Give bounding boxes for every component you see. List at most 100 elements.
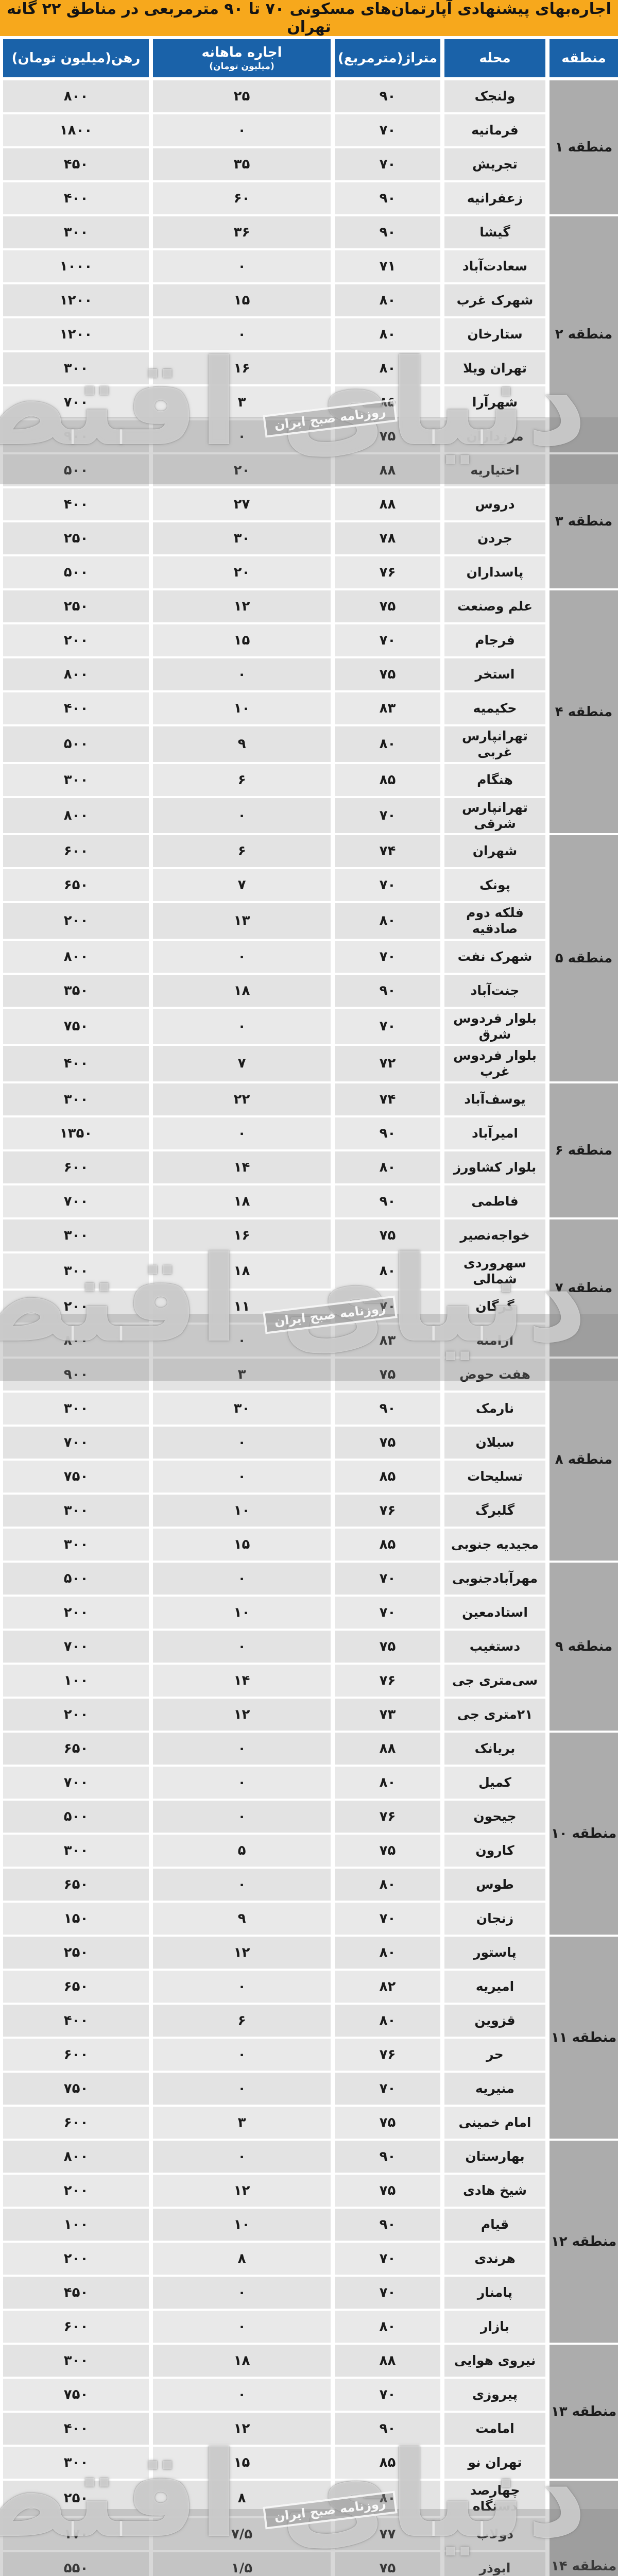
table-row: گرگان ۷۰ ۱۱ ۲۰۰ bbox=[0, 1291, 545, 1323]
neighborhood-cell: مهرآبادجنوبی bbox=[444, 1563, 545, 1595]
zone-group: منطقه ۵ شهران ۷۴ ۶ ۶۰۰ پونک ۷۰ ۷ ۶۵۰ فلکه دوم صاد… bbox=[0, 835, 618, 1081]
neighborhood-cell: منیریه bbox=[444, 2073, 545, 2105]
neighborhood-cell: سهروردی شمالی bbox=[444, 1253, 545, 1289]
table-row: بریانک ۸۸ ۰ ۶۵۰ bbox=[0, 1733, 545, 1765]
zone-group: منطقه ۳ اختیاریه ۸۸ ۲۰ ۵۰۰ دروس ۸۸ ۲۷ ۴۰۰ جردن ۷۸ ۳… bbox=[0, 454, 618, 588]
neighborhood-cell: امیریه bbox=[444, 1971, 545, 2003]
zone-cell: منطقه ۱۱ bbox=[550, 1937, 618, 2139]
deposit-cell: ۳۰۰ bbox=[3, 1393, 149, 1425]
neighborhood-cell: جردن bbox=[444, 522, 545, 554]
area-cell: ۷۰ bbox=[335, 1597, 440, 1629]
deposit-cell: ۲۵۰ bbox=[3, 522, 149, 554]
table-row: شهرک نفت ۷۰ ۰ ۸۰۰ bbox=[0, 940, 545, 973]
area-cell: ۷۵ bbox=[335, 1427, 440, 1459]
area-cell: ۷۰ bbox=[335, 1903, 440, 1935]
zone-group: منطقه ۱۲ بهارستان ۹۰ ۰ ۸۰۰ شیخ هادی ۷۵ ۱۲ ۲۰۰ قیا… bbox=[0, 2141, 618, 2343]
area-cell: ۸۰ bbox=[335, 2311, 440, 2343]
deposit-cell: ۳۰۰ bbox=[3, 216, 149, 248]
deposit-cell: ۷۰۰ bbox=[3, 1427, 149, 1459]
rent-cell: ۱۲ bbox=[153, 2175, 331, 2207]
zone-cell: منطقه ۲ bbox=[550, 216, 618, 452]
zone-label: منطقه ۱۲ bbox=[551, 2234, 617, 2249]
area-cell: ۷۰ bbox=[335, 869, 440, 901]
area-cell: ۹۰ bbox=[335, 182, 440, 214]
area-cell: ۷۳ bbox=[335, 1699, 440, 1731]
deposit-cell: ۵۰۰ bbox=[3, 1801, 149, 1833]
neighborhood-cell: امام خمینی bbox=[444, 2107, 545, 2139]
zone-label: منطقه ۴ bbox=[555, 704, 613, 720]
zone-label: منطقه ۵ bbox=[555, 950, 613, 966]
rent-cell: ۸ bbox=[153, 2243, 331, 2275]
rent-cell: ۵ bbox=[153, 1835, 331, 1867]
rent-cell: ۲۰ bbox=[153, 454, 331, 486]
deposit-cell: ۳۰۰ bbox=[3, 1219, 149, 1251]
deposit-cell: ۲۵۰ bbox=[3, 1937, 149, 1969]
neighborhood-cell: حر bbox=[444, 2039, 545, 2071]
zone-cell: منطقه ۷ bbox=[550, 1219, 618, 1357]
area-cell: ۹۰ bbox=[335, 2141, 440, 2173]
zone-cell: منطقه ۸ bbox=[550, 1359, 618, 1561]
deposit-cell: ۹۰۰ bbox=[3, 1359, 149, 1391]
header-area: متراژ(مترمربع) bbox=[335, 39, 440, 77]
zone-label: منطقه ۸ bbox=[555, 1452, 613, 1467]
rent-cell: ۳ bbox=[153, 2107, 331, 2139]
neighborhood-cell: شهرک نفت bbox=[444, 940, 545, 973]
neighborhood-cell: فلکه دوم صادقیه bbox=[444, 903, 545, 939]
table-row: فلکه دوم صادقیه ۸۰ ۱۳ ۲۰۰ bbox=[0, 903, 545, 939]
neighborhood-cell: جیحون bbox=[444, 1801, 545, 1833]
area-cell: ۷۰ bbox=[335, 114, 440, 146]
area-cell: ۸۵ bbox=[335, 1529, 440, 1561]
rent-cell: ۰ bbox=[153, 1733, 331, 1765]
neighborhood-cell: سی‌متری جی bbox=[444, 1665, 545, 1697]
neighborhood-cell: قیام bbox=[444, 2209, 545, 2241]
zone-group: منطقه ۱ ولنجک ۹۰ ۲۵ ۸۰۰ فرمانیه ۷۰ ۰ ۱۸۰۰ تجریش ۷۰… bbox=[0, 80, 618, 214]
rent-cell: ۱۵ bbox=[153, 2447, 331, 2479]
table-body: منطقه ۱ ولنجک ۹۰ ۲۵ ۸۰۰ فرمانیه ۷۰ ۰ ۱۸۰۰ تجریش ۷۰… bbox=[0, 80, 618, 2576]
zone-group: منطقه ۸ هفت حوض ۷۵ ۳ ۹۰۰ نارمک ۹۰ ۳۰ ۳۰۰ سبلان ۷۵ ۰… bbox=[0, 1359, 618, 1561]
deposit-cell: ۲۰۰ bbox=[3, 2243, 149, 2275]
rent-cell: ۰ bbox=[153, 940, 331, 973]
deposit-cell: ۳۰۰ bbox=[3, 1529, 149, 1561]
deposit-cell: ۴۵۰ bbox=[3, 148, 149, 180]
table-row: فاطمی ۹۰ ۱۸ ۷۰۰ bbox=[0, 1185, 545, 1217]
neighborhood-cell: بلوار فردوس غرب bbox=[444, 1046, 545, 1081]
neighborhood-cell: حکیمیه bbox=[444, 692, 545, 724]
zone-label: منطقه ۷ bbox=[555, 1280, 613, 1296]
table-row: تهران نو ۸۵ ۱۵ ۳۰۰ bbox=[0, 2447, 545, 2479]
rent-cell: ۰ bbox=[153, 1631, 331, 1663]
area-cell: ۷۴ bbox=[335, 835, 440, 867]
deposit-cell: ۱۰۰۰ bbox=[3, 250, 149, 282]
area-cell: ۸۵ bbox=[335, 386, 440, 418]
table-row: بلوار کشاورز ۸۰ ۱۴ ۶۰۰ bbox=[0, 1151, 545, 1183]
deposit-cell: ۱۵۰ bbox=[3, 1903, 149, 1935]
deposit-cell: ۱۰۰ bbox=[3, 1665, 149, 1697]
table-row: سی‌متری جی ۷۶ ۱۴ ۱۰۰ bbox=[0, 1665, 545, 1697]
deposit-cell: ۵۰۰ bbox=[3, 556, 149, 588]
zone-label: منطقه ۹ bbox=[555, 1639, 613, 1654]
area-cell: ۷۰ bbox=[335, 940, 440, 973]
area-cell: ۷۵ bbox=[335, 590, 440, 622]
area-cell: ۹۰ bbox=[335, 216, 440, 248]
zone-group: منطقه ۱۱ پاستور ۸۰ ۱۲ ۲۵۰ امیریه ۸۲ ۰ ۶۵۰ قزوین ۸۰… bbox=[0, 1937, 618, 2139]
area-cell: ۹۰ bbox=[335, 2413, 440, 2445]
rent-cell: ۰ bbox=[153, 2277, 331, 2309]
table-row: شهرآرا ۸۵ ۳ ۷۰۰ bbox=[0, 386, 545, 418]
rent-cell: ۰ bbox=[153, 250, 331, 282]
neighborhood-cell: استادمعین bbox=[444, 1597, 545, 1629]
table-row: حکیمیه ۸۳ ۱۰ ۴۰۰ bbox=[0, 692, 545, 724]
area-cell: ۸۵ bbox=[335, 764, 440, 796]
neighborhood-cell: بازار bbox=[444, 2311, 545, 2343]
area-cell: ۷۶ bbox=[335, 556, 440, 588]
deposit-cell: ۸۰۰ bbox=[3, 1325, 149, 1357]
area-cell: ۸۰ bbox=[335, 2005, 440, 2037]
neighborhood-cell: پونک bbox=[444, 869, 545, 901]
deposit-cell: ۶۰۰ bbox=[3, 835, 149, 867]
rent-cell: ۰ bbox=[153, 658, 331, 690]
deposit-cell: ۸۰۰ bbox=[3, 2141, 149, 2173]
table-row: علم وصنعت ۷۵ ۱۲ ۲۵۰ bbox=[0, 590, 545, 622]
rent-cell: ۶ bbox=[153, 2005, 331, 2037]
area-cell: ۹۰ bbox=[335, 1393, 440, 1425]
deposit-cell: ۷۵۰ bbox=[3, 2073, 149, 2105]
deposit-cell: ۴۰۰ bbox=[3, 692, 149, 724]
area-cell: ۷۸ bbox=[335, 522, 440, 554]
